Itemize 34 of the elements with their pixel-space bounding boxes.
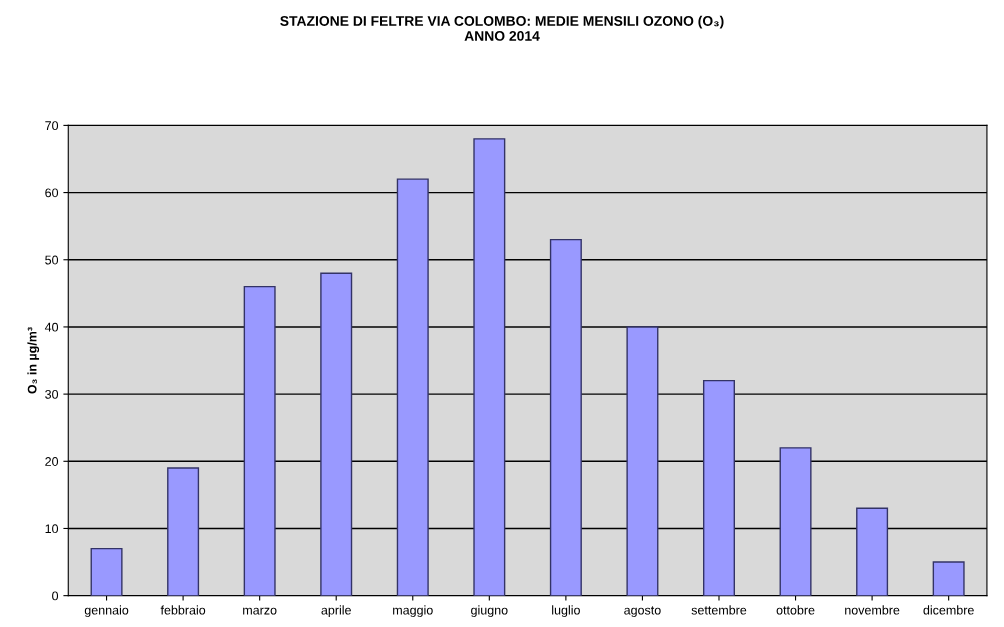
y-tick-label: 30 <box>45 389 59 399</box>
bar <box>932 561 965 596</box>
bar <box>90 547 123 596</box>
bar <box>167 467 200 596</box>
bar <box>473 138 506 596</box>
x-tick-label: ottobre <box>776 605 815 615</box>
bar <box>320 272 353 596</box>
x-tick-label: febbraio <box>160 605 206 615</box>
x-tick-label: aprile <box>321 605 351 618</box>
x-tick-label: giugno <box>471 605 508 618</box>
chart-title: STAZIONE DI FELTRE VIA COLOMBO: MEDIE MENSILI OZONO (O₃) ANNO 2014 <box>280 15 724 41</box>
bar <box>856 507 889 596</box>
y-tick-label: 20 <box>45 457 59 466</box>
y-tick-label: 0 <box>52 591 59 601</box>
x-tick-label: dicembre <box>923 605 974 615</box>
y-tick-label: 70 <box>45 121 59 131</box>
bar <box>702 379 735 596</box>
x-tick-label: settembre <box>691 605 747 615</box>
y-tick-label: 40 <box>44 322 59 332</box>
bar <box>549 238 582 596</box>
y-axis-title: O₃ in µg/m³ <box>27 327 40 394</box>
x-tick-label: agosto <box>624 606 661 618</box>
x-tick-label: marzo <box>243 607 277 615</box>
bar <box>626 326 659 596</box>
x-tick-label: luglio <box>552 605 580 618</box>
x-tick-label: maggio <box>393 605 433 618</box>
y-tick-label: 50 <box>45 255 59 265</box>
x-tick-label: gennaio <box>84 605 129 618</box>
x-tick-label: novembre <box>845 605 900 615</box>
bar <box>396 178 429 596</box>
bar <box>243 285 276 596</box>
bar <box>779 447 812 596</box>
y-tick-label: 10 <box>45 524 59 534</box>
y-tick-label: 60 <box>45 188 59 198</box>
